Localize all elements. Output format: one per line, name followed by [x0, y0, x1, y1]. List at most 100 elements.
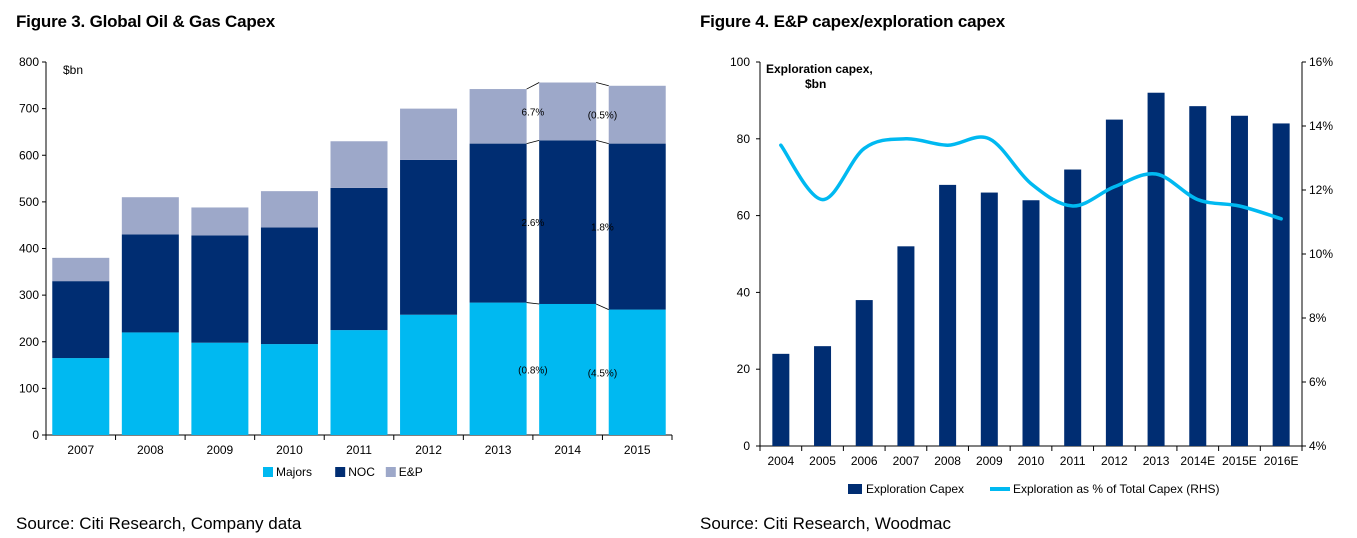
fig3-x-tick-label: 2013 — [485, 443, 512, 457]
fig4-y2-tick-label: 8% — [1309, 311, 1327, 325]
fig3-y-tick-label: 500 — [19, 195, 39, 209]
fig3-y-tick-label: 300 — [19, 288, 39, 302]
fig4-y2-tick-label: 10% — [1309, 247, 1333, 261]
fig3-growth-annotation: (0.8%) — [518, 365, 547, 376]
fig3-growth-annotation: (0.5%) — [588, 111, 617, 122]
bar-exploration-capex-2011 — [1064, 169, 1082, 446]
fig4-y2-tick-label: 14% — [1309, 119, 1333, 133]
fig4-x-tick-label: 2015E — [1222, 454, 1257, 468]
fig4-y-tick-label: 100 — [730, 55, 750, 69]
bar-noc-2011 — [330, 187, 388, 331]
bar-exploration-capex-2016e — [1272, 123, 1290, 446]
bar-majors-2009 — [191, 342, 249, 435]
fig4-x-tick-label: 2010 — [1018, 454, 1045, 468]
fig3-legend-swatch-noc — [335, 467, 346, 477]
fig4-y-tick-label: 80 — [737, 132, 751, 146]
bar-majors-2008 — [121, 332, 179, 435]
bar-e-p-2013 — [469, 89, 527, 144]
bar-noc-2008 — [121, 234, 179, 333]
bar-noc-2012 — [400, 159, 458, 315]
fig4-y-tick-label: 60 — [737, 209, 751, 223]
fig3-connector-line — [526, 302, 540, 305]
fig4-legend-label-exploration-capex: Exploration Capex — [866, 482, 964, 496]
fig3-x-tick-label: 2009 — [207, 443, 234, 457]
fig4-x-tick-label: 2013 — [1143, 454, 1170, 468]
fig3-connector-line — [596, 303, 609, 310]
fig3-y-tick-label: 600 — [19, 148, 39, 162]
fig4-x-tick-label: 2006 — [851, 454, 878, 468]
fig3-x-tick-label: 2011 — [346, 443, 372, 457]
bar-exploration-capex-2004 — [772, 353, 790, 446]
fig3-connector-line — [596, 82, 609, 87]
bar-noc-2007 — [52, 281, 110, 359]
fig3-y-tick-label: 100 — [19, 381, 39, 395]
fig3-y-tick-label: 700 — [19, 102, 39, 116]
fig3-y-tick-label: 800 — [19, 55, 39, 69]
bar-majors-2012 — [400, 314, 458, 435]
fig4-y-tick-label: 40 — [737, 285, 751, 299]
figure3-title: Figure 3. Global Oil & Gas Capex — [16, 12, 276, 31]
fig4-y2-tick-label: 16% — [1309, 55, 1333, 69]
bar-noc-2010 — [260, 227, 318, 345]
fig3-connector-line — [526, 139, 540, 144]
fig4-x-tick-label: 2008 — [934, 454, 961, 468]
fig3-legend-swatch-e-p — [385, 467, 396, 477]
fig3-x-tick-label: 2010 — [276, 443, 303, 457]
fig3-growth-annotation: 1.8% — [591, 223, 614, 234]
fig4-x-tick-label: 2016E — [1264, 454, 1299, 468]
bar-exploration-capex-2005 — [814, 346, 832, 446]
figure4-title: Figure 4. E&P capex/exploration capex — [700, 12, 1006, 31]
bar-noc-2014 — [539, 140, 597, 304]
bar-e-p-2015 — [608, 85, 666, 144]
fig4-y-tick-label: 20 — [737, 362, 751, 376]
fig4-y-axis-label-line2: $bn — [805, 77, 826, 91]
bar-majors-2007 — [52, 358, 110, 435]
fig3-x-tick-label: 2014 — [554, 443, 581, 457]
fig3-x-tick-label: 2007 — [67, 443, 94, 457]
bar-exploration-capex-2010 — [1022, 200, 1040, 446]
bar-e-p-2007 — [52, 257, 110, 282]
bar-majors-2013 — [469, 302, 527, 435]
bar-exploration-capex-2006 — [855, 300, 873, 446]
fig3-growth-annotation: 2.6% — [521, 218, 544, 229]
bar-exploration-capex-2015e — [1230, 115, 1248, 446]
fig4-legend-label-exploration-pct: Exploration as % of Total Capex (RHS) — [1013, 482, 1220, 496]
fig3-legend-label-e-p: E&P — [399, 465, 423, 479]
bar-exploration-capex-2009 — [980, 192, 998, 446]
bar-exploration-capex-2013 — [1147, 92, 1165, 446]
bar-exploration-capex-2012 — [1105, 119, 1123, 446]
fig4-x-tick-label: 2011 — [1060, 454, 1086, 468]
figure3-source: Source: Citi Research, Company data — [16, 514, 302, 533]
fig3-y-tick-label: 0 — [32, 428, 39, 442]
fig3-legend-label-noc: NOC — [348, 465, 375, 479]
fig3-growth-annotation: 6.7% — [521, 107, 544, 118]
bar-e-p-2011 — [330, 141, 388, 188]
bar-noc-2015 — [608, 143, 666, 310]
fig4-x-tick-label: 2004 — [767, 454, 794, 468]
fig3-x-tick-label: 2015 — [624, 443, 651, 457]
bar-majors-2011 — [330, 330, 388, 435]
fig4-legend-swatch-exploration-capex — [848, 484, 862, 494]
bar-e-p-2014 — [539, 82, 597, 141]
fig3-y-axis-label: $bn — [63, 63, 83, 77]
fig4-y2-tick-label: 6% — [1309, 375, 1327, 389]
fig3-legend-swatch-majors — [263, 467, 273, 477]
bar-e-p-2009 — [191, 207, 249, 236]
bar-majors-2014 — [539, 303, 597, 435]
fig3-y-tick-label: 400 — [19, 242, 39, 256]
bar-e-p-2012 — [400, 108, 458, 160]
fig3-x-tick-label: 2008 — [137, 443, 164, 457]
bar-exploration-capex-2007 — [897, 246, 915, 446]
fig3-x-tick-label: 2012 — [415, 443, 442, 457]
fig3-growth-annotation: (4.5%) — [588, 368, 617, 379]
bar-noc-2013 — [469, 143, 527, 303]
fig4-y2-tick-label: 12% — [1309, 183, 1333, 197]
fig4-x-tick-label: 2009 — [976, 454, 1003, 468]
fig4-x-tick-label: 2014E — [1180, 454, 1215, 468]
fig4-x-tick-label: 2012 — [1101, 454, 1128, 468]
bar-majors-2010 — [260, 344, 318, 435]
fig4-y-axis-label-line1: Exploration capex, — [766, 62, 873, 76]
bar-exploration-capex-2014e — [1189, 106, 1207, 446]
bar-e-p-2010 — [260, 191, 318, 228]
